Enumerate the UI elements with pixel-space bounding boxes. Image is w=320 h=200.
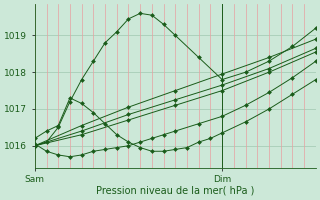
X-axis label: Pression niveau de la mer( hPa ): Pression niveau de la mer( hPa ) xyxy=(96,186,254,196)
